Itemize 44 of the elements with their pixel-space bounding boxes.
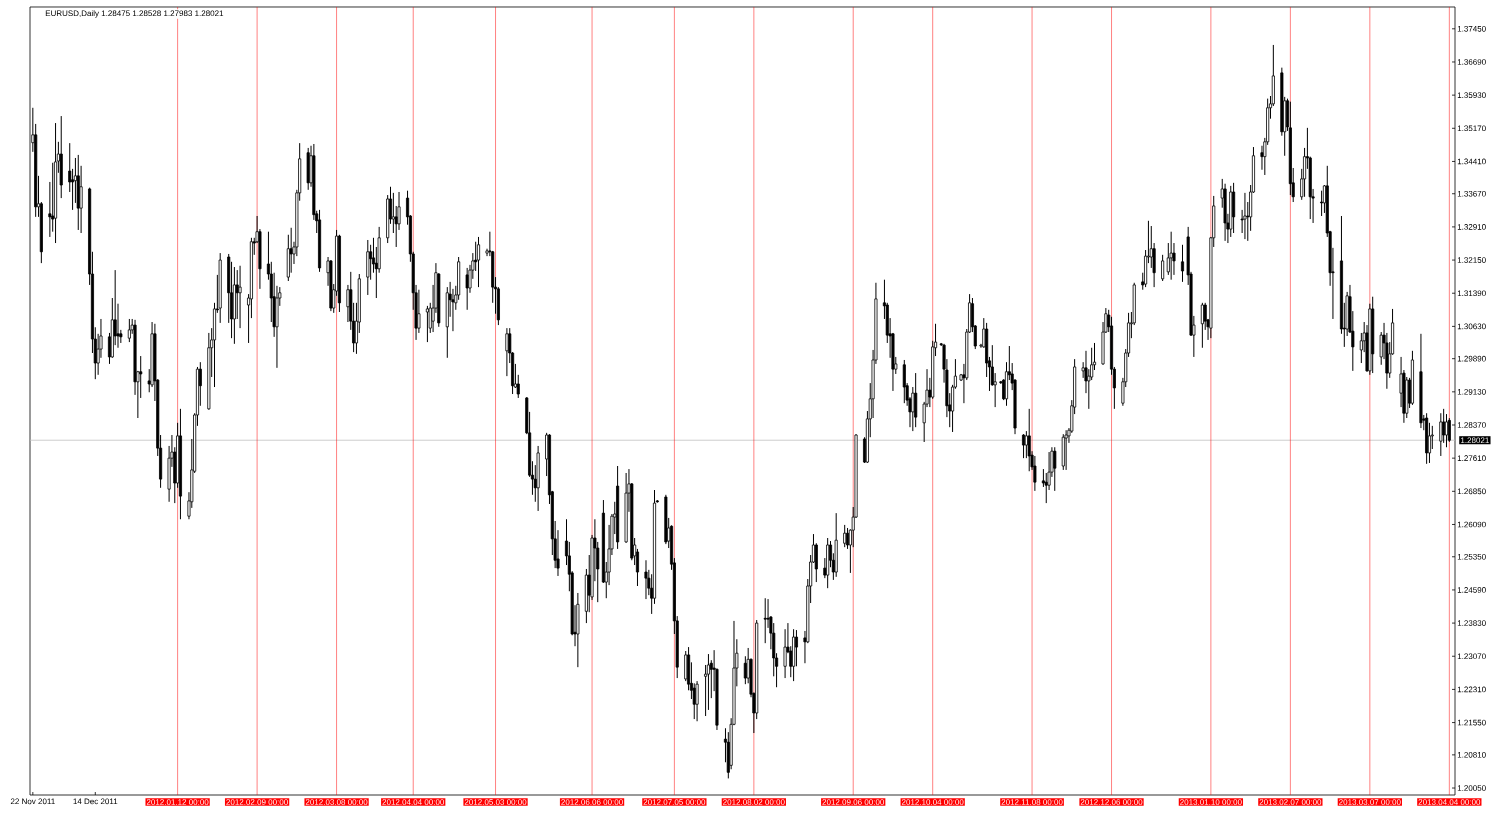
y-tick-label: 1.26090: [1457, 521, 1486, 528]
y-tick-label: 1.20810: [1457, 752, 1486, 758]
y-tick-label: 1.22310: [1457, 686, 1486, 693]
y-tick-label: 1.36690: [1457, 59, 1486, 65]
y-tick-label: 1.32150: [1457, 257, 1486, 263]
ref-line-label: 2013.01.10 00:00: [1180, 799, 1242, 805]
y-tick-label: 1.35930: [1457, 92, 1486, 98]
x-tick-label: 22 Nov 2011: [10, 798, 55, 805]
ref-line-label: 2012.10.04 00:00: [901, 799, 964, 805]
y-tick-label: 1.32910: [1457, 224, 1486, 230]
y-tick-label: 1.29890: [1457, 355, 1486, 362]
y-tick-label: 1.31390: [1457, 290, 1486, 297]
y-tick-label: 1.23070: [1457, 653, 1486, 660]
y-tick-label: 1.28370: [1457, 422, 1486, 428]
ref-line-label: 2013.04.04 00:00: [1418, 799, 1481, 805]
ref-line-label: 2012.11.08 00:00: [1001, 799, 1063, 805]
ref-line-label: 2012.05.03 00:00: [464, 799, 527, 805]
ref-line-label: 2012.01.12 00:00: [146, 799, 209, 805]
y-tick-label: 1.25350: [1457, 553, 1486, 560]
ref-line-label: 2012.12.06 00:00: [1080, 799, 1143, 805]
y-tick-label: 1.20050: [1457, 785, 1486, 791]
y-tick-label: 1.26850: [1457, 488, 1486, 495]
y-tick-label: 1.27610: [1457, 455, 1486, 461]
x-tick-label: 14 Dec 2011: [73, 798, 118, 805]
ref-line-label: 2013.03.07 00:00: [1339, 799, 1401, 805]
y-tick-label: 1.21550: [1457, 719, 1486, 726]
ref-line-label: 2012.02.09 00:00: [226, 799, 288, 805]
y-tick-label: 1.34410: [1457, 158, 1486, 165]
y-tick-label: 1.29130: [1457, 388, 1486, 395]
ref-line-label: 2012.03.08 00:00: [305, 799, 368, 805]
ref-line-label: 2013.02.07 00:00: [1259, 799, 1322, 805]
y-tick-label: 1.23830: [1457, 620, 1486, 626]
ref-line-label: 2012.07.05 00:00: [643, 799, 706, 805]
chart-title: EURUSD,Daily 1.28475 1.28528 1.27983 1.28021: [45, 10, 224, 18]
ref-line-label: 1.28021: [1461, 437, 1489, 444]
y-tick-label: 1.37450: [1457, 25, 1486, 32]
ref-line-label: 2012.09.06 00:00: [822, 799, 885, 805]
y-tick-label: 1.33670: [1457, 190, 1486, 197]
y-tick-label: 1.24590: [1457, 587, 1486, 593]
ref-line-label: 2012.06.06 00:00: [561, 799, 623, 805]
y-tick-label: 1.30630: [1457, 323, 1486, 330]
ref-line-label: 2012.08.02 00:00: [723, 799, 785, 805]
y-tick-label: 1.35170: [1457, 125, 1486, 132]
ref-line-label: 2012.04.04 00:00: [382, 799, 445, 805]
